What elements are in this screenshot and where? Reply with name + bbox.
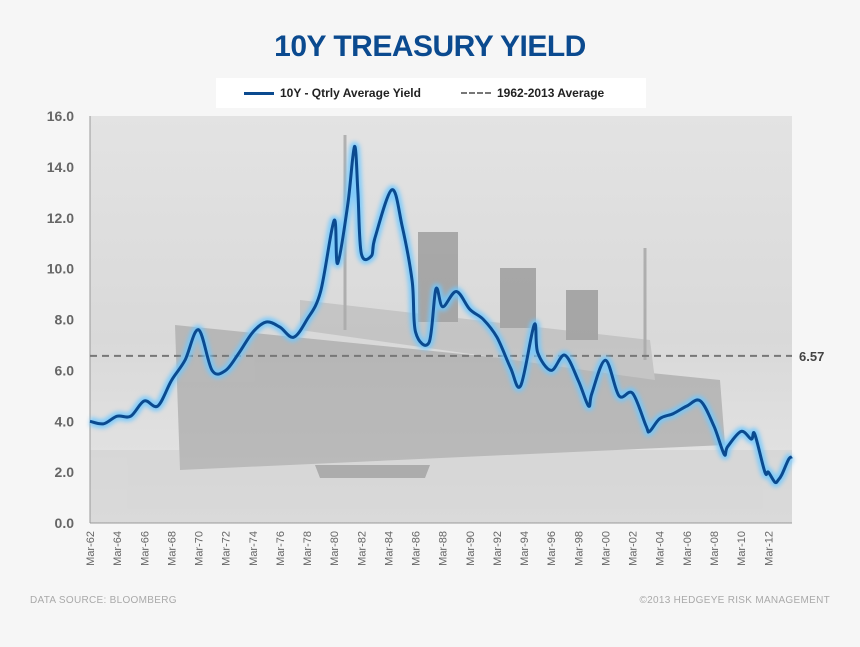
x-tick-label: Mar-90: [465, 531, 477, 566]
x-tick-label: Mar-66: [139, 531, 151, 566]
y-tick-label: 10.0: [47, 261, 74, 277]
data-source-note: DATA SOURCE: BLOOMBERG: [30, 595, 177, 606]
x-tick-label: Mar-02: [628, 531, 640, 566]
legend-label-average: 1962-2013 Average: [497, 86, 605, 100]
x-tick-label: Mar-80: [329, 531, 341, 566]
chart-title: 10Y TREASURY YIELD: [274, 30, 586, 63]
chart-legend: 10Y - Qtrly Average Yield 1962-2013 Aver…: [216, 78, 646, 108]
x-tick-label: Mar-64: [112, 531, 124, 566]
y-tick-label: 2.0: [55, 464, 75, 480]
y-tick-label: 14.0: [47, 159, 74, 175]
x-tick-label: Mar-88: [438, 531, 450, 566]
x-tick-label: Mar-94: [519, 531, 531, 566]
x-tick-label: Mar-78: [302, 531, 314, 566]
tug-boat: [315, 465, 430, 478]
legend-label-series: 10Y - Qtrly Average Yield: [280, 86, 421, 100]
x-tick-label: Mar-00: [600, 531, 612, 566]
x-tick-label: Mar-74: [248, 531, 260, 566]
x-tick-label: Mar-84: [383, 531, 395, 566]
x-tick-label: Mar-82: [356, 531, 368, 566]
x-tick-label: Mar-76: [275, 531, 287, 566]
copyright-note: ©2013 HEDGEYE RISK MANAGEMENT: [639, 595, 830, 606]
y-tick-label: 12.0: [47, 210, 74, 226]
x-tick-label: Mar-72: [221, 531, 233, 566]
x-tick-label: Mar-92: [492, 531, 504, 566]
x-tick-label: Mar-68: [166, 531, 178, 566]
x-tick-label: Mar-12: [763, 531, 775, 566]
ship-hull: [175, 325, 725, 470]
series-line: [89, 144, 793, 485]
x-tick-label: Mar-98: [573, 531, 585, 566]
x-tick-label: Mar-10: [736, 531, 748, 566]
y-tick-label: 0.0: [55, 515, 75, 531]
x-tick-label: Mar-04: [655, 531, 667, 566]
y-tick-label: 6.0: [55, 362, 75, 378]
legend-swatch-dashed: [461, 92, 491, 94]
x-tick-label: Mar-86: [411, 531, 423, 566]
series-line-layer: [88, 141, 795, 488]
average-value-label: 6.57: [799, 349, 824, 364]
average-line-layer: 6.57: [90, 349, 824, 364]
legend-swatch-solid: [244, 91, 274, 95]
ship-funnel: [566, 290, 598, 340]
x-tick-label: Mar-08: [709, 531, 721, 566]
legend-item-series: 10Y - Qtrly Average Yield: [244, 78, 421, 108]
y-tick-label: 4.0: [55, 413, 75, 429]
x-tick-label: Mar-96: [546, 531, 558, 566]
ship-funnel: [500, 268, 536, 328]
y-tick-label: 16.0: [47, 108, 74, 124]
chart-axes: 0.0 2.0 4.0 6.0 8.0 10.0 12.0 14.0 16.0 Mar-62 Mar…: [47, 108, 792, 566]
x-tick-label: Mar-06: [682, 531, 694, 566]
x-tick-label: Mar-62: [85, 531, 97, 566]
y-tick-label: 8.0: [55, 312, 75, 328]
legend-item-average: 1962-2013 Average: [461, 78, 604, 108]
x-tick-label: Mar-70: [194, 531, 206, 566]
